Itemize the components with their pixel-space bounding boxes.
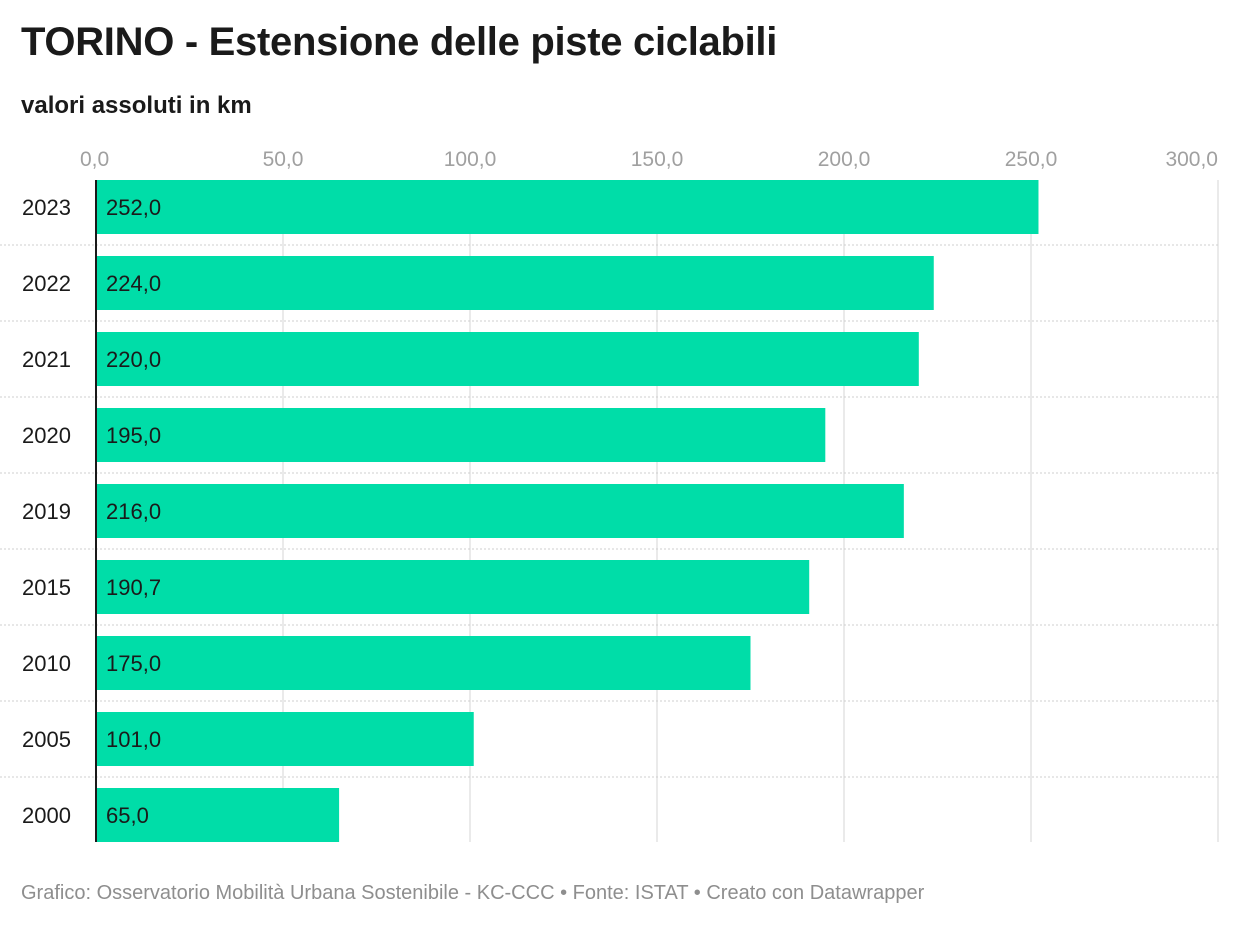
- category-label: 2015: [22, 575, 71, 600]
- category-label: 2019: [22, 499, 71, 524]
- bar: [96, 484, 904, 538]
- category-label: 2023: [22, 195, 71, 220]
- bar: [96, 712, 474, 766]
- data-label: 101,0: [106, 727, 161, 752]
- data-label: 220,0: [106, 347, 161, 372]
- data-label: 195,0: [106, 423, 161, 448]
- bar: [96, 256, 934, 310]
- data-label: 216,0: [106, 499, 161, 524]
- x-tick-label: 300,0: [1165, 148, 1218, 171]
- bar: [96, 636, 751, 690]
- category-label: 2020: [22, 423, 71, 448]
- x-tick-label: 250,0: [1005, 148, 1058, 171]
- x-tick-label: 50,0: [263, 148, 304, 171]
- category-label: 2021: [22, 347, 71, 372]
- data-label: 190,7: [106, 575, 161, 600]
- category-label: 2000: [22, 803, 71, 828]
- data-label: 65,0: [106, 803, 149, 828]
- bar: [96, 332, 919, 386]
- bar: [96, 560, 810, 614]
- bar: [96, 180, 1039, 234]
- x-tick-label: 150,0: [631, 148, 684, 171]
- x-tick-label: 200,0: [818, 148, 871, 171]
- category-label: 2005: [22, 727, 71, 752]
- data-label: 175,0: [106, 651, 161, 676]
- chart-subtitle: valori assoluti in km: [21, 92, 252, 119]
- chart-title: TORINO - Estensione delle piste ciclabil…: [21, 20, 778, 64]
- data-label: 252,0: [106, 195, 161, 220]
- bar: [96, 788, 340, 842]
- bar: [96, 408, 826, 462]
- category-label: 2022: [22, 271, 71, 296]
- data-label: 224,0: [106, 271, 161, 296]
- category-label: 2010: [22, 651, 71, 676]
- chart-footer: Grafico: Osservatorio Mobilità Urbana So…: [21, 882, 925, 904]
- x-tick-label: 0,0: [80, 148, 109, 171]
- x-tick-label: 100,0: [444, 148, 497, 171]
